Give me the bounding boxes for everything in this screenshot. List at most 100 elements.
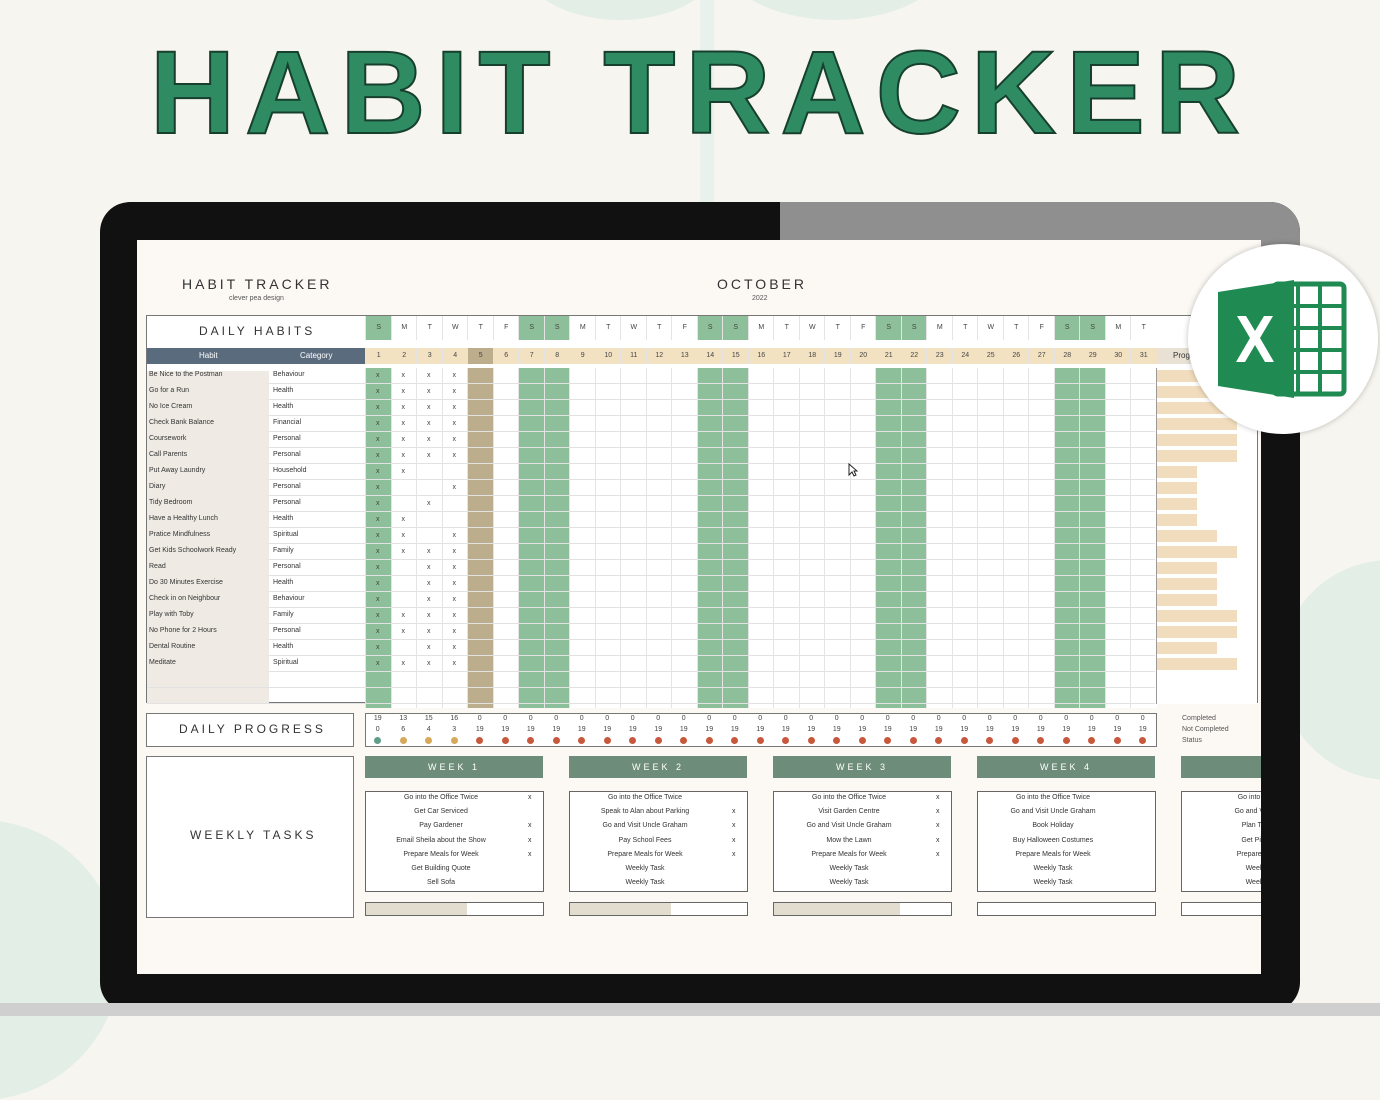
status-dot bbox=[782, 737, 790, 744]
not-completed-count: 19 bbox=[832, 726, 841, 733]
completed-count: 0 bbox=[936, 715, 941, 722]
sheet-title: HABIT TRACKER bbox=[182, 276, 333, 292]
day-letter: W bbox=[798, 316, 825, 340]
day-letter: S bbox=[365, 316, 392, 340]
habit-progress-bar bbox=[1157, 594, 1217, 606]
week-task: Prepare Meals for Week bbox=[607, 850, 683, 858]
sheet-subtitle: clever pea design bbox=[229, 295, 284, 302]
habit-category: Personal bbox=[273, 435, 301, 442]
week-task-box bbox=[773, 791, 952, 892]
table-row-line bbox=[147, 527, 1155, 528]
not-completed-count: 19 bbox=[679, 726, 688, 733]
completed-count: 0 bbox=[732, 715, 737, 722]
habit-progress-bar bbox=[1157, 642, 1217, 654]
habit-category: Personal bbox=[273, 483, 301, 490]
habit-mark: x bbox=[376, 404, 380, 411]
habit-mark: x bbox=[376, 596, 380, 603]
week-task: Go into the Office Twice bbox=[811, 794, 887, 801]
completed-count: 0 bbox=[554, 715, 559, 722]
week-task-done: x bbox=[528, 836, 532, 844]
week-task: Email Sheila about the Show bbox=[396, 836, 486, 844]
laptop-base bbox=[0, 1003, 1380, 1016]
week-task-done: x bbox=[936, 822, 940, 830]
daily-progress-box bbox=[146, 713, 354, 747]
day-number: 4 bbox=[441, 348, 468, 364]
completed-count: 0 bbox=[1013, 715, 1018, 722]
status-dot bbox=[680, 737, 688, 744]
day-column bbox=[620, 368, 647, 708]
completed-count: 0 bbox=[911, 715, 916, 722]
mouse-pointer-icon bbox=[848, 463, 858, 477]
habit-column-header: Habit bbox=[199, 351, 218, 360]
table-row-line bbox=[147, 623, 1155, 624]
day-column bbox=[416, 368, 443, 708]
day-number: 26 bbox=[1002, 348, 1029, 364]
day-letter: T bbox=[773, 316, 800, 340]
day-column bbox=[518, 368, 545, 708]
daily-progress-label: DAILY PROGRESS bbox=[179, 722, 326, 736]
day-number: 6 bbox=[492, 348, 519, 364]
day-number: 18 bbox=[798, 348, 825, 364]
habit-name: Diary bbox=[147, 483, 269, 499]
status-dot bbox=[884, 737, 892, 744]
week-task-box bbox=[977, 791, 1156, 892]
day-number: 28 bbox=[1053, 348, 1080, 364]
week-task: Pay School Fees bbox=[618, 836, 672, 844]
week-task: Weekly Task bbox=[829, 865, 869, 872]
day-number: 7 bbox=[518, 348, 545, 364]
habit-category: Financial bbox=[273, 419, 302, 426]
day-column bbox=[977, 368, 1004, 708]
habit-mark: x bbox=[427, 436, 431, 443]
category-column-header: Category bbox=[300, 351, 333, 360]
habit-progress-bar bbox=[1157, 514, 1197, 526]
habit-name: Play with Toby bbox=[147, 611, 269, 627]
habit-mark: x bbox=[427, 420, 431, 427]
habit-category: Personal bbox=[273, 451, 301, 458]
day-letter: F bbox=[671, 316, 698, 340]
completed-count: 0 bbox=[1064, 715, 1069, 722]
day-number: 24 bbox=[951, 348, 978, 364]
not-completed-count: 19 bbox=[1087, 726, 1096, 733]
not-completed-count: 4 bbox=[426, 726, 431, 733]
completed-count: 0 bbox=[656, 715, 661, 722]
table-row-line bbox=[147, 655, 1155, 656]
habit-mark: x bbox=[401, 452, 406, 459]
year-label: 2022 bbox=[752, 295, 768, 302]
habit-name: No Ice Cream bbox=[147, 403, 269, 419]
spreadsheet-screen: HABIT TRACKER clever pea design OCTOBER … bbox=[137, 240, 1261, 974]
habit-progress-bar bbox=[1157, 418, 1237, 430]
habit-mark: x bbox=[427, 564, 431, 571]
table-row-line bbox=[147, 511, 1155, 512]
week-task: Visit Garden Centre bbox=[818, 808, 880, 816]
week-task: Go and Visit U bbox=[1234, 808, 1261, 816]
week-task-box bbox=[365, 791, 544, 892]
day-number: 11 bbox=[620, 348, 647, 364]
week-task: Get Piano bbox=[1241, 836, 1261, 844]
week-task: Prepare Mea bbox=[1236, 850, 1261, 858]
not-completed-count: 3 bbox=[452, 726, 457, 733]
habit-progress-bar bbox=[1157, 530, 1217, 542]
week-task: Get Car Serviced bbox=[414, 808, 468, 816]
day-column bbox=[722, 368, 749, 708]
day-column bbox=[926, 368, 953, 708]
completed-count: 0 bbox=[809, 715, 814, 722]
day-column bbox=[1079, 368, 1106, 708]
day-letter: M bbox=[1104, 316, 1131, 340]
habit-progress-bar bbox=[1157, 626, 1237, 638]
day-number: 14 bbox=[696, 348, 723, 364]
table-row-line bbox=[147, 671, 1155, 672]
status-dot bbox=[1088, 737, 1096, 744]
week-task: Pay Gardener bbox=[419, 822, 463, 830]
habit-mark: x bbox=[452, 436, 457, 443]
week-task: Speak to Alan about Parking bbox=[600, 808, 690, 816]
day-column bbox=[492, 368, 519, 708]
day-number: 21 bbox=[875, 348, 902, 364]
status-dot bbox=[399, 737, 407, 744]
progress-column-label: Prog bbox=[1173, 351, 1190, 360]
habit-category: Personal bbox=[273, 499, 301, 506]
week-progress-fill bbox=[570, 903, 671, 915]
background-leaf-right bbox=[720, 0, 950, 20]
week-progress-bar bbox=[977, 902, 1156, 916]
completed-count: 16 bbox=[450, 715, 459, 722]
day-letter: F bbox=[849, 316, 876, 340]
